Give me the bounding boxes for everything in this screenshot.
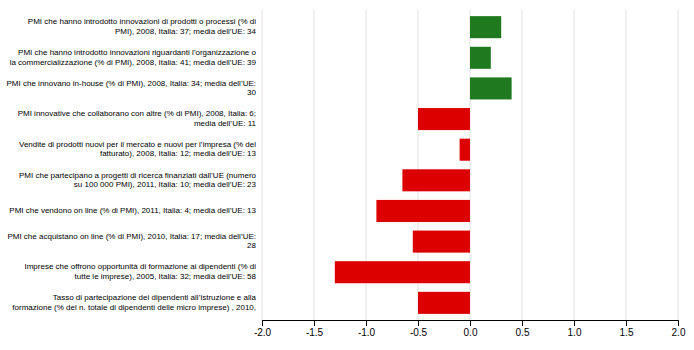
plot: -2.0 -1.5 -1.0 -0.5 0.0 0.5 1.0 1.5 2.0 PMI che h… [7, 10, 686, 338]
y-tick-label-line: Imprese che offrono opportunità di forma… [24, 263, 256, 272]
x-tick-label: 0.5 [516, 327, 530, 338]
chart: -2.0 -1.5 -1.0 -0.5 0.0 0.5 1.0 1.5 2.0 PMI che h… [0, 0, 694, 350]
x-tick-mark [626, 320, 627, 326]
x-tick-mark [678, 320, 679, 326]
x-tick-mark [366, 320, 367, 326]
y-tick-label-line: 30 [247, 88, 256, 97]
y-tick-label: PMI innovative che collaborano con altre… [18, 109, 257, 128]
grid-line [262, 10, 263, 320]
x-axis-line [263, 321, 679, 327]
x-tick: -2.0 [254, 320, 272, 338]
bar [418, 292, 470, 314]
y-tick-label-line: fatturato), 2008, Italia: 12; media dell… [100, 150, 257, 159]
y-tick: PMI innovative che collaborano con altre… [18, 109, 262, 128]
x-tick-label: 1.5 [620, 327, 634, 338]
y-tick-label: PMI che hanno introdotto innovazioni di … [28, 17, 257, 36]
y-tick-label-line: Vendite di prodotti nuovi per il mercato… [19, 140, 256, 149]
bar [402, 169, 470, 191]
x-tick: 0.5 [516, 320, 530, 338]
y-tick-label-line: PMI che hanno introdotto innovazioni di … [28, 17, 256, 26]
y-tick-label: PMI che innovano in-house (% di PMI), 20… [7, 79, 257, 98]
y-tick-label-line: PMI), 2008, Italia: 37; media dell’UE: 3… [115, 27, 257, 36]
y-tick: Vendite di prodotti nuovi per il mercato… [19, 140, 262, 159]
grid-line [522, 10, 523, 320]
bar [460, 139, 470, 161]
x-tick-mark [470, 320, 471, 326]
y-tick: PMI che innovano in-house (% di PMI), 20… [7, 79, 262, 98]
y-tick-label-line: tutte le imprese), 2005, Italia: 32; med… [75, 272, 257, 281]
x-tick-mark [262, 320, 263, 326]
grid-line [678, 10, 679, 320]
y-tick-label-line: PMI che partecipano a progetti di ricerc… [19, 171, 257, 180]
y-tick-label-line: la commercializzazione (% di PMI), 2008,… [10, 58, 257, 67]
grid-line [626, 10, 627, 320]
y-tick-label: Vendite di prodotti nuovi per il mercato… [19, 140, 257, 159]
x-tick-mark [574, 320, 575, 326]
y-tick-label: Imprese che offrono opportunità di forma… [24, 263, 256, 282]
bar [470, 16, 501, 38]
y-tick-label-line: su 100 000 PMI), 2011, Italia: 10; media… [74, 180, 257, 189]
y-tick-label: PMI che acquistano on line (% di PMI), 2… [7, 232, 256, 251]
bar [470, 77, 512, 99]
y-tick-label-line: PMI che innovano in-house (% di PMI), 20… [7, 79, 256, 88]
y-tick: Imprese che offrono opportunità di forma… [24, 263, 262, 282]
bar [413, 231, 470, 253]
y-tick-label-line: formazione (% del n. totale di dipendent… [12, 303, 256, 312]
y-tick-label-line: PMI che vendono on line (% di PMI), 2011… [9, 206, 256, 215]
x-tick-label: -1.5 [306, 327, 324, 338]
y-tick-label-line: Tasso di partecipazione dei dipendenti a… [53, 293, 257, 302]
bar [418, 108, 470, 130]
bar [376, 200, 470, 222]
y-tick-label-line: PMI innovative che collaborano con altre… [18, 109, 256, 118]
y-tick: PMI che hanno introdotto innovazioni rig… [10, 48, 262, 67]
x-tick-mark [314, 320, 315, 326]
y-tick-label: PMI che vendono on line (% di PMI), 2011… [9, 206, 256, 215]
y-tick-label: PMI che hanno introdotto innovazioni rig… [10, 48, 257, 67]
x-tick-label: -2.0 [254, 327, 272, 338]
y-tick-label-line: 28 [247, 241, 256, 250]
y-tick-label: Tasso di partecipazione dei dipendenti a… [12, 293, 256, 312]
y-tick: Tasso di partecipazione dei dipendenti a… [12, 293, 262, 312]
x-tick: -1.5 [306, 320, 324, 338]
x-axis: -2.0 -1.5 -1.0 -0.5 0.0 0.5 1.0 1.5 2.0 [254, 320, 686, 338]
y-axis: PMI che hanno introdotto innovazioni di … [7, 17, 262, 311]
x-tick-label: 0.0 [464, 327, 478, 338]
x-tick-label: -1.0 [358, 327, 376, 338]
x-tick-label: -0.5 [410, 327, 428, 338]
bars [335, 16, 512, 314]
x-tick-label: 2.0 [672, 327, 686, 338]
x-tick: 1.5 [620, 320, 634, 338]
y-tick: PMI che vendono on line (% di PMI), 2011… [9, 206, 262, 215]
y-tick-label: PMI che partecipano a progetti di ricerc… [19, 171, 257, 190]
y-tick: PMI che hanno introdotto innovazioni di … [28, 17, 262, 36]
grid [262, 10, 678, 320]
x-tick-mark [418, 320, 419, 326]
bar [470, 47, 491, 69]
grid-line [314, 10, 315, 320]
x-tick-label: 1.0 [568, 327, 582, 338]
y-tick: PMI che partecipano a progetti di ricerc… [19, 171, 262, 190]
bar [335, 261, 470, 283]
x-tick: 1.0 [568, 320, 582, 338]
y-tick-label-line: media dell’UE: 11 [194, 119, 257, 128]
y-tick: PMI che acquistano on line (% di PMI), 2… [7, 232, 262, 251]
x-tick: -0.5 [410, 320, 428, 338]
x-tick-mark [522, 320, 523, 326]
x-tick: -1.0 [358, 320, 376, 338]
y-tick-label-line: PMI che acquistano on line (% di PMI), 2… [7, 232, 256, 241]
x-tick: 2.0 [672, 320, 686, 338]
y-tick-label-line: PMI che hanno introdotto innovazioni rig… [18, 48, 256, 57]
x-tick: 0.0 [464, 320, 478, 338]
grid-line [574, 10, 575, 320]
